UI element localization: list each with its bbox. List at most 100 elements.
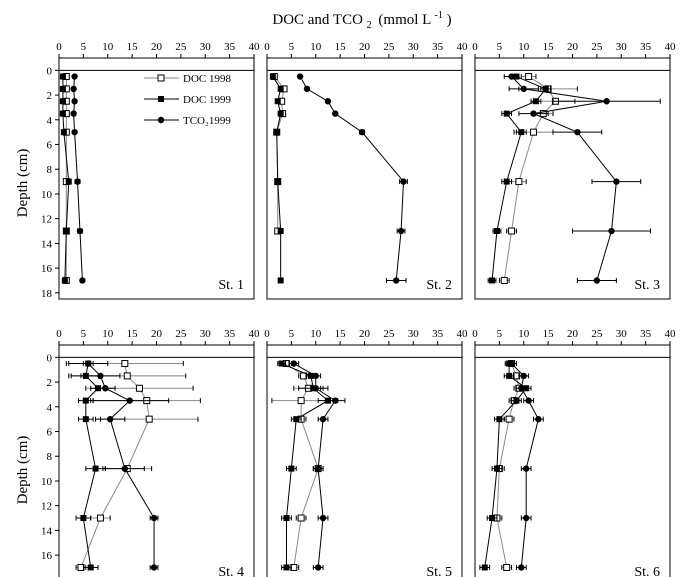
figure-x-title: DOC and TCO 2 (mmol L -1 ) (272, 6, 451, 32)
data-point (392, 277, 400, 284)
data-point (59, 98, 66, 105)
series-doc-1999 (269, 73, 284, 284)
y-tick-label: 14 (41, 238, 53, 250)
panel-label: St. 3 (634, 278, 660, 293)
panel-label: St. 2 (426, 278, 452, 293)
y-tick-label: 14 (41, 525, 53, 537)
y-tick-label: 6 (47, 427, 53, 439)
data-point (319, 514, 327, 522)
data-point (59, 73, 66, 80)
data-point (400, 178, 407, 185)
panel-3: 0 5 10 15 20 25 30 35 40 St. 3 (472, 41, 676, 300)
data-point (608, 227, 615, 235)
x-tick-label: 30 (200, 328, 212, 340)
x-tick-label: 0 (472, 328, 478, 340)
x-tick-label: 0 (56, 328, 62, 340)
series-tco2-1999 (506, 360, 544, 571)
data-point (274, 178, 281, 185)
x-tick-label: 15 (335, 41, 347, 53)
series-line (299, 76, 405, 281)
x-tick-label: 40 (249, 41, 261, 53)
data-point (314, 465, 322, 472)
data-point (503, 110, 510, 117)
data-point (505, 415, 513, 423)
data-point (522, 465, 530, 472)
x-tick-label: 15 (335, 328, 347, 340)
data-point (508, 73, 515, 80)
legend: DOC 1998 DOC 1999 TCO₂1999 (144, 73, 231, 127)
y-title-top: Depth (cm) (15, 149, 31, 218)
x-tick-label: 35 (432, 41, 444, 53)
data-point (61, 277, 68, 284)
data-point (126, 397, 133, 404)
y-tick-label: 16 (41, 550, 53, 562)
data-point (481, 564, 488, 571)
data-point (71, 98, 78, 105)
series-tco2-1999 (503, 73, 661, 284)
data-point (503, 563, 511, 571)
x-tick-label: 30 (616, 328, 628, 340)
panel-label: St. 4 (218, 565, 244, 577)
x-title-subscript: 2 (367, 20, 372, 31)
data-point (80, 515, 87, 522)
x-tick-label: 20 (567, 328, 579, 340)
panel-5: 0 5 10 15 20 25 30 35 40 St. 5 (264, 328, 468, 577)
x-tick-label: 10 (310, 328, 322, 340)
legend-marker (158, 96, 164, 102)
data-point (59, 85, 66, 92)
series-line (511, 363, 539, 568)
y-tick-label: 10 (41, 189, 53, 201)
data-point (312, 372, 319, 380)
data-point (288, 465, 295, 472)
x-tick-label: 40 (665, 328, 677, 340)
panel-label: St. 5 (426, 565, 452, 577)
panel-4: 0 5 10 15 20 25 30 35 40 0 2 4 6 8 10 12 14 16 18 St. 4 (41, 328, 260, 577)
series-line (503, 76, 557, 281)
data-point (513, 397, 520, 404)
data-point (532, 98, 539, 105)
x-tick-label: 35 (224, 328, 236, 340)
x-tick-label: 40 (457, 41, 469, 53)
panel-label: St. 6 (634, 565, 660, 577)
data-point (85, 360, 92, 367)
series-line (293, 363, 336, 568)
x-tick-label: 10 (102, 328, 114, 340)
x-tick-label: 40 (249, 328, 261, 340)
y-tick-label: 10 (41, 476, 53, 488)
x-tick-label: 5 (81, 41, 87, 53)
data-point (70, 110, 77, 117)
data-point (535, 415, 542, 423)
panel-frame (58, 344, 255, 577)
x-tick-label: 20 (359, 41, 371, 53)
data-point (525, 73, 533, 81)
data-point (278, 360, 285, 367)
series-line (87, 363, 155, 568)
data-point (593, 277, 601, 284)
x-tick-label: 25 (175, 41, 187, 53)
data-point (145, 415, 153, 423)
data-point (283, 564, 290, 571)
data-point (71, 73, 78, 80)
series-line (82, 363, 99, 568)
data-point (493, 228, 500, 235)
y-tick-label: 0 (47, 65, 53, 77)
x-tick-label: 5 (289, 328, 295, 340)
data-point (274, 98, 281, 105)
series-doc-1999 (59, 73, 72, 284)
x-tick-label: 25 (591, 41, 603, 53)
x-tick-label: 0 (264, 328, 270, 340)
x-tick-label: 40 (457, 328, 469, 340)
y-tick-label: 4 (47, 402, 53, 414)
data-point (525, 397, 532, 404)
data-point (518, 129, 525, 136)
data-point (96, 514, 104, 522)
data-point (277, 228, 284, 235)
y-tick-label: 12 (41, 214, 52, 226)
x-tick-label: 35 (224, 41, 236, 53)
x-tick-label: 30 (616, 41, 628, 53)
panel-2: 0 5 10 15 20 25 30 35 40 St. 2 (264, 41, 469, 300)
data-point (506, 372, 513, 379)
data-point (79, 277, 86, 284)
data-point (60, 129, 67, 136)
